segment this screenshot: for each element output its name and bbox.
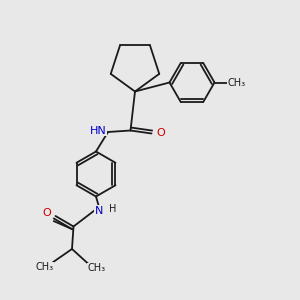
Text: O: O [43,208,52,218]
Text: CH₃: CH₃ [35,262,53,272]
Text: HN: HN [90,125,107,136]
Text: O: O [156,128,165,139]
Text: CH₃: CH₃ [88,263,106,274]
Text: H: H [109,204,116,214]
Text: CH₃: CH₃ [227,77,245,88]
Text: N: N [95,206,103,216]
